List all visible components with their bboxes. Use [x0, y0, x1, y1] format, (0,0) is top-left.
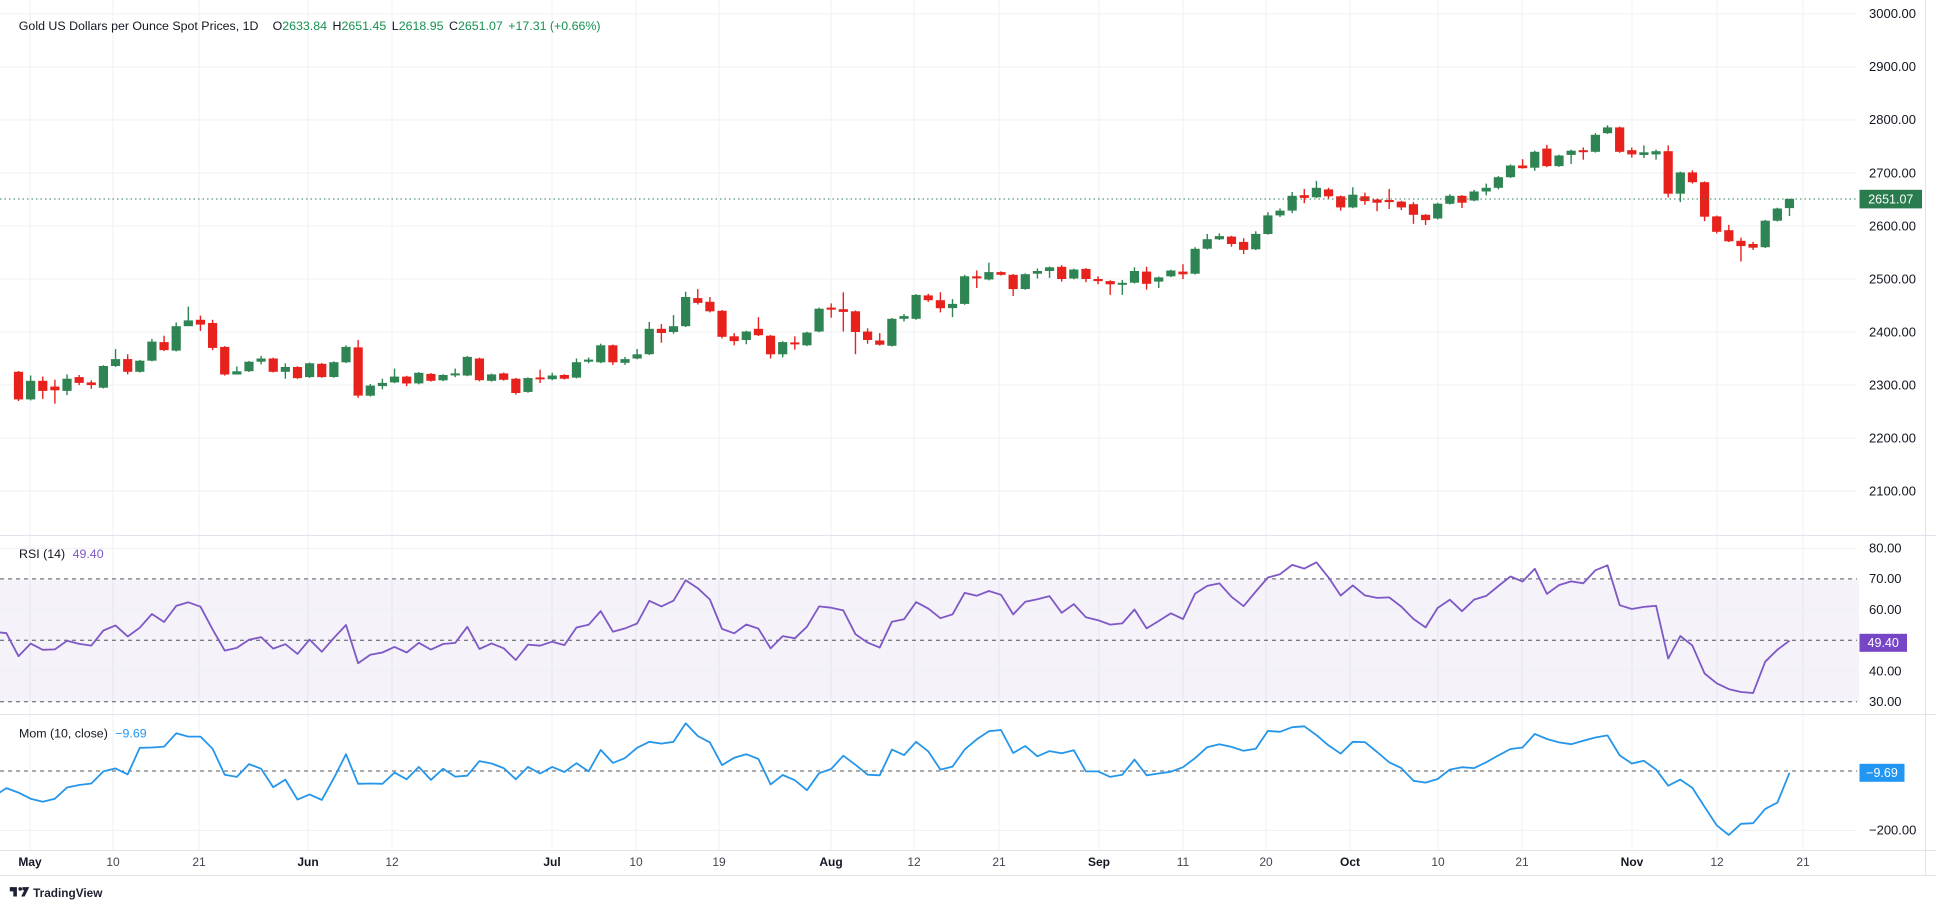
svg-text:Gold US Dollars per Ounce Spot: Gold US Dollars per Ounce Spot Prices, 1…: [19, 19, 601, 33]
svg-text:May: May: [18, 855, 42, 869]
svg-text:2651.07: 2651.07: [1868, 192, 1913, 206]
svg-text:10: 10: [629, 855, 643, 869]
svg-text:2100.00: 2100.00: [1869, 483, 1916, 498]
svg-text:11: 11: [1177, 855, 1190, 869]
svg-text:21: 21: [1515, 855, 1529, 869]
svg-text:2400.00: 2400.00: [1869, 324, 1916, 339]
svg-text:2700.00: 2700.00: [1869, 165, 1916, 180]
svg-text:RSI (14) 49.40: RSI (14) 49.40: [19, 547, 104, 561]
svg-text:40.00: 40.00: [1869, 663, 1902, 678]
svg-text:2200.00: 2200.00: [1869, 430, 1916, 445]
svg-text:49.40: 49.40: [1868, 636, 1899, 650]
svg-text:10: 10: [106, 855, 120, 869]
svg-text:19: 19: [712, 855, 726, 869]
svg-text:12: 12: [385, 855, 399, 869]
svg-text:Jul: Jul: [543, 855, 560, 869]
svg-text:2300.00: 2300.00: [1869, 377, 1916, 392]
svg-text:21: 21: [1796, 855, 1810, 869]
svg-text:2600.00: 2600.00: [1869, 218, 1916, 233]
svg-text:80.00: 80.00: [1869, 541, 1902, 556]
svg-text:60.00: 60.00: [1869, 602, 1902, 617]
svg-text:Oct: Oct: [1340, 855, 1360, 869]
svg-text:30.00: 30.00: [1869, 694, 1902, 709]
svg-text:TradingView: TradingView: [33, 886, 103, 900]
svg-text:2500.00: 2500.00: [1869, 271, 1916, 286]
svg-text:21: 21: [192, 855, 206, 869]
svg-text:Nov: Nov: [1621, 855, 1644, 869]
svg-text:Sep: Sep: [1088, 855, 1110, 869]
svg-text:2800.00: 2800.00: [1869, 112, 1916, 127]
svg-text:70.00: 70.00: [1869, 571, 1902, 586]
svg-text:2900.00: 2900.00: [1869, 59, 1916, 74]
svg-text:10: 10: [1431, 855, 1445, 869]
svg-text:20: 20: [1259, 855, 1273, 869]
svg-text:−9.69: −9.69: [1866, 766, 1898, 780]
svg-text:12: 12: [907, 855, 921, 869]
svg-text:12: 12: [1710, 855, 1724, 869]
svg-text:3000.00: 3000.00: [1869, 6, 1916, 21]
svg-text:−200.00: −200.00: [1869, 823, 1916, 838]
svg-text:Aug: Aug: [819, 855, 842, 869]
svg-text:21: 21: [992, 855, 1006, 869]
svg-text:Jun: Jun: [297, 855, 318, 869]
svg-text:Mom (10, close) −9.69: Mom (10, close) −9.69: [19, 726, 147, 740]
